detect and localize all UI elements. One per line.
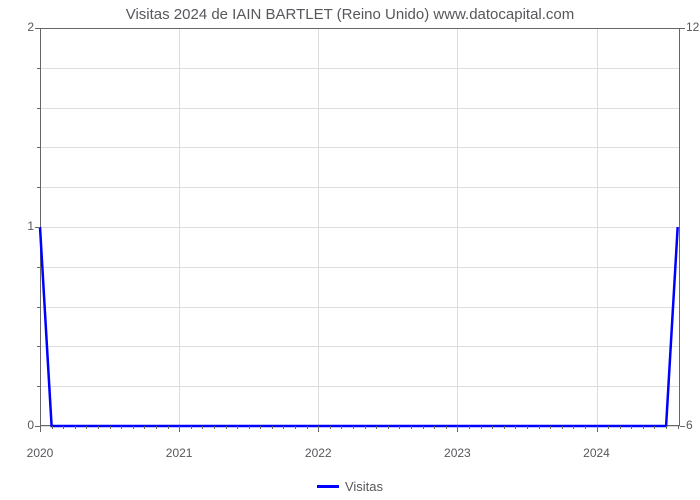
y-left-tickmark [35,227,40,228]
y-left-tickmark [35,28,40,29]
x-minor-tickmark [307,426,308,429]
x-minor-tickmark [86,426,87,429]
x-minor-tickmark [75,426,76,429]
x-minor-tickmark [399,426,400,429]
x-minor-tickmark [52,426,53,429]
x-minor-tickmark [654,426,655,429]
x-minor-tickmark [446,426,447,429]
y-left-tick-label: 0 [10,418,34,432]
x-minor-tickmark [249,426,250,429]
y-left-minor-tickmark [37,187,40,188]
x-minor-tickmark [353,426,354,429]
x-major-tickmark [179,426,180,432]
legend-label: Visitas [345,479,383,494]
x-minor-tickmark [98,426,99,429]
y-left-minor-tickmark [37,346,40,347]
legend: Visitas [0,478,700,494]
x-minor-tickmark [515,426,516,429]
y-left-minor-tickmark [37,68,40,69]
x-minor-tickmark [434,426,435,429]
x-tick-label: 2023 [444,446,471,460]
x-minor-tickmark [539,426,540,429]
x-tick-label: 2022 [305,446,332,460]
x-minor-tickmark [156,426,157,429]
x-minor-tickmark [341,426,342,429]
x-minor-tickmark [110,426,111,429]
y-right-tickmark [680,426,685,427]
x-minor-tickmark [388,426,389,429]
x-minor-tickmark [666,426,667,429]
x-minor-tickmark [411,426,412,429]
x-minor-tickmark [620,426,621,429]
x-tick-label: 2021 [166,446,193,460]
y-left-minor-tickmark [37,307,40,308]
x-minor-tickmark [168,426,169,429]
y-right-tick-label: 6 [686,418,693,432]
x-minor-tickmark [492,426,493,429]
x-minor-tickmark [144,426,145,429]
chart-title: Visitas 2024 de IAIN BARTLET (Reino Unid… [0,6,700,23]
chart-container: Visitas 2024 de IAIN BARTLET (Reino Unid… [0,0,700,500]
y-right-tick-label: 12 [686,20,699,34]
x-minor-tickmark [573,426,574,429]
y-left-tick-label: 1 [10,219,34,233]
x-major-tickmark [318,426,319,432]
data-series-line [40,28,680,426]
x-minor-tickmark [260,426,261,429]
x-major-tickmark [40,426,41,432]
x-minor-tickmark [237,426,238,429]
x-minor-tickmark [202,426,203,429]
y-left-tick-label: 2 [10,20,34,34]
x-minor-tickmark [423,426,424,429]
x-minor-tickmark [469,426,470,429]
x-minor-tickmark [481,426,482,429]
x-minor-tickmark [272,426,273,429]
y-left-minor-tickmark [37,147,40,148]
x-minor-tickmark [226,426,227,429]
y-left-minor-tickmark [37,386,40,387]
x-major-tickmark [597,426,598,432]
x-minor-tickmark [585,426,586,429]
x-minor-tickmark [376,426,377,429]
x-major-tickmark [457,426,458,432]
x-minor-tickmark [330,426,331,429]
x-minor-tickmark [631,426,632,429]
x-minor-tickmark [608,426,609,429]
x-tick-label: 2020 [27,446,54,460]
x-minor-tickmark [678,426,679,429]
x-minor-tickmark [121,426,122,429]
x-minor-tickmark [562,426,563,429]
x-tick-label: 2024 [583,446,610,460]
x-minor-tickmark [191,426,192,429]
x-minor-tickmark [295,426,296,429]
x-minor-tickmark [643,426,644,429]
plot-area [40,28,680,426]
x-minor-tickmark [550,426,551,429]
y-right-tickmark [680,28,685,29]
x-minor-tickmark [527,426,528,429]
x-minor-tickmark [214,426,215,429]
y-left-minor-tickmark [37,267,40,268]
x-minor-tickmark [133,426,134,429]
x-minor-tickmark [504,426,505,429]
legend-swatch [317,485,339,488]
y-left-minor-tickmark [37,108,40,109]
x-minor-tickmark [283,426,284,429]
x-minor-tickmark [365,426,366,429]
x-minor-tickmark [63,426,64,429]
